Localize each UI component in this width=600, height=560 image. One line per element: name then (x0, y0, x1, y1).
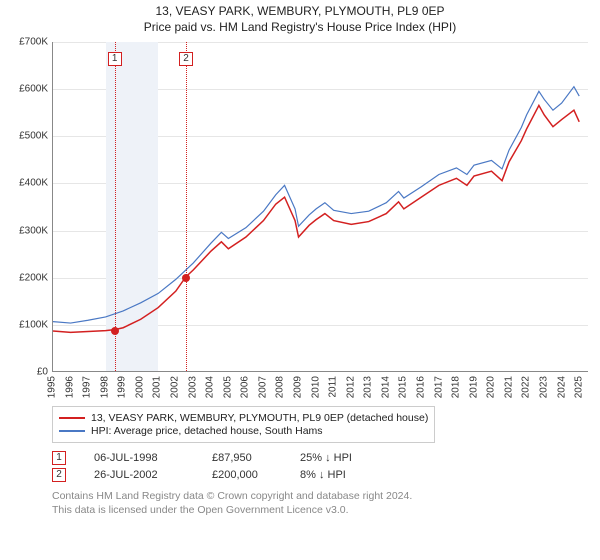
chart-area: £0£100K£200K£300K£400K£500K£600K£700K 12… (10, 38, 590, 402)
xtick-label: 2023 (539, 376, 550, 398)
xtick-label: 2001 (152, 376, 163, 398)
xtick-label: 2015 (398, 376, 409, 398)
xtick-label: 1995 (47, 376, 58, 398)
line-series-svg (53, 42, 588, 371)
chart-container: 13, VEASY PARK, WEMBURY, PLYMOUTH, PL9 0… (0, 0, 600, 521)
footnote-line1: Contains HM Land Registry data © Crown c… (52, 490, 590, 504)
transaction-price: £87,950 (212, 452, 272, 464)
transaction-badge: 2 (52, 468, 66, 482)
xtick-label: 2009 (293, 376, 304, 398)
xtick-label: 2013 (363, 376, 374, 398)
xtick-label: 2004 (205, 376, 216, 398)
legend-label: 13, VEASY PARK, WEMBURY, PLYMOUTH, PL9 0… (91, 412, 428, 424)
transaction-pct: 25% ↓ HPI (300, 452, 400, 464)
ytick-label: £200K (10, 272, 48, 283)
xtick-label: 2008 (275, 376, 286, 398)
transactions-table: 1 06-JUL-1998 £87,950 25% ↓ HPI 2 26-JUL-2002… (52, 451, 590, 482)
ytick-label: £300K (10, 225, 48, 236)
xtick-label: 2000 (134, 376, 145, 398)
transaction-pct: 8% ↓ HPI (300, 469, 400, 481)
ytick-label: £400K (10, 178, 48, 189)
xtick-label: 2012 (345, 376, 356, 398)
ytick-label: £500K (10, 131, 48, 142)
xtick-label: 2018 (451, 376, 462, 398)
footnote: Contains HM Land Registry data © Crown c… (52, 490, 590, 517)
title-sub: Price paid vs. HM Land Registry's House … (10, 20, 590, 34)
xtick-label: 2006 (240, 376, 251, 398)
ytick-label: £0 (10, 367, 48, 378)
xtick-label: 2016 (416, 376, 427, 398)
transaction-row: 2 26-JUL-2002 £200,000 8% ↓ HPI (52, 468, 590, 482)
legend: 13, VEASY PARK, WEMBURY, PLYMOUTH, PL9 0… (52, 406, 435, 443)
xtick-label: 2017 (433, 376, 444, 398)
xtick-label: 1997 (82, 376, 93, 398)
transaction-date: 26-JUL-2002 (94, 469, 184, 481)
title-main: 13, VEASY PARK, WEMBURY, PLYMOUTH, PL9 0… (10, 4, 590, 18)
xtick-label: 1998 (99, 376, 110, 398)
xtick-label: 2005 (222, 376, 233, 398)
legend-item: 13, VEASY PARK, WEMBURY, PLYMOUTH, PL9 0… (59, 412, 428, 424)
title-block: 13, VEASY PARK, WEMBURY, PLYMOUTH, PL9 0… (10, 4, 590, 34)
xtick-label: 2019 (468, 376, 479, 398)
marker-badge-1: 1 (108, 52, 122, 66)
marker-dot-1 (111, 327, 119, 335)
xtick-label: 2022 (521, 376, 532, 398)
series-hpi (53, 87, 579, 323)
legend-label: HPI: Average price, detached house, Sout… (91, 425, 323, 437)
legend-swatch (59, 430, 85, 432)
xtick-label: 2014 (380, 376, 391, 398)
marker-dot-2 (182, 274, 190, 282)
plot-region: 12 (52, 42, 588, 372)
ytick-label: £700K (10, 37, 48, 48)
xtick-label: 1999 (117, 376, 128, 398)
ytick-label: £600K (10, 84, 48, 95)
transaction-row: 1 06-JUL-1998 £87,950 25% ↓ HPI (52, 451, 590, 465)
legend-item: HPI: Average price, detached house, Sout… (59, 425, 428, 437)
marker-badge-2: 2 (179, 52, 193, 66)
xtick-label: 2024 (556, 376, 567, 398)
xtick-label: 2003 (187, 376, 198, 398)
transaction-date: 06-JUL-1998 (94, 452, 184, 464)
xtick-label: 2002 (170, 376, 181, 398)
legend-swatch (59, 417, 85, 419)
xtick-label: 2020 (486, 376, 497, 398)
transaction-price: £200,000 (212, 469, 272, 481)
xtick-label: 2007 (257, 376, 268, 398)
transaction-badge: 1 (52, 451, 66, 465)
xtick-label: 2010 (310, 376, 321, 398)
series-property (53, 105, 579, 332)
footnote-line2: This data is licensed under the Open Gov… (52, 504, 590, 518)
xtick-label: 1996 (64, 376, 75, 398)
xtick-label: 2025 (574, 376, 585, 398)
ytick-label: £100K (10, 319, 48, 330)
xtick-label: 2011 (328, 376, 339, 398)
xtick-label: 2021 (503, 376, 514, 398)
